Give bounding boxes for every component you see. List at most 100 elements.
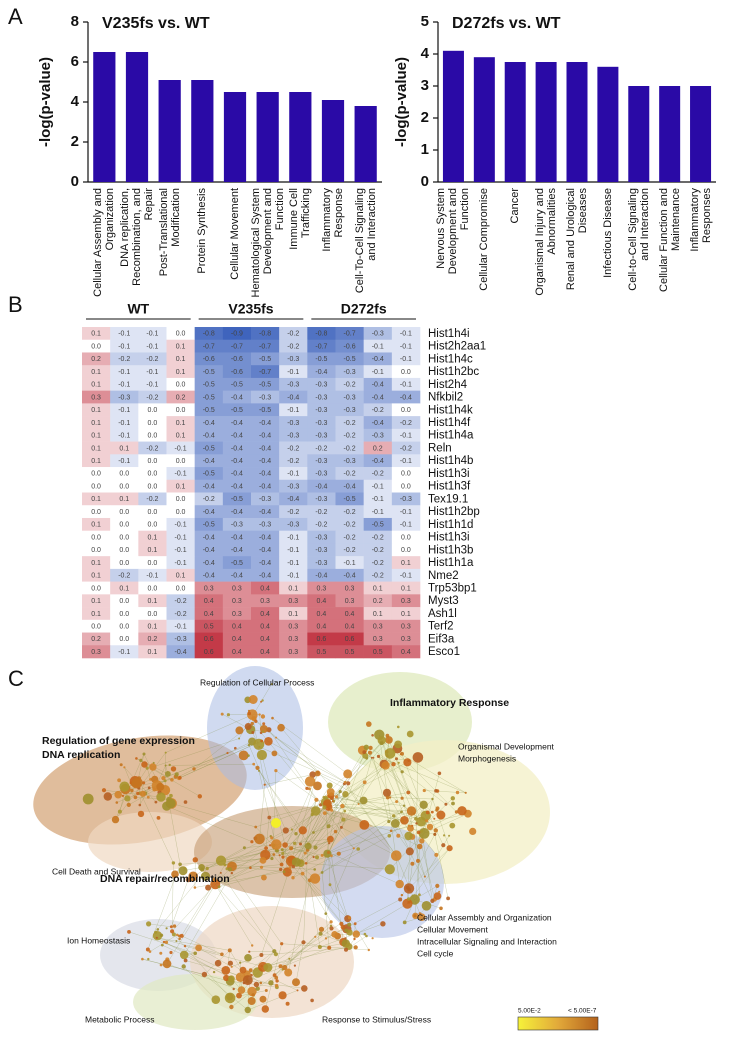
heatmap-cell: [166, 467, 195, 481]
cell-label: -0.4: [203, 560, 215, 567]
heatmap-cell: [82, 416, 111, 430]
network-node: [260, 714, 266, 719]
network-node: [315, 855, 319, 860]
heatmap-cell: [279, 377, 308, 391]
heatmap-cell: [391, 454, 421, 468]
bar: [158, 80, 181, 182]
heatmap-cell: [110, 632, 139, 646]
network-node: [356, 847, 361, 851]
cell-label: -0.4: [175, 649, 187, 656]
heatmap-cell: [251, 505, 280, 519]
cell-label: 0.3: [373, 624, 383, 631]
network-label: DNA repair/recombination: [100, 873, 230, 885]
network-node: [279, 867, 283, 872]
network-node: [230, 965, 233, 968]
row-label: Hist1h4k: [428, 404, 473, 416]
cell-label: -0.1: [400, 331, 412, 338]
cell-label: 0.3: [401, 598, 411, 605]
cell-label: -0.2: [344, 509, 356, 516]
bar: [289, 92, 312, 182]
cluster-region: [320, 826, 444, 938]
heatmap-cell: [222, 441, 252, 455]
heatmap-cell: [194, 479, 224, 493]
heatmap-cell: [138, 377, 167, 391]
network-node: [181, 964, 186, 969]
bar: [125, 52, 149, 182]
cell-label: 0.0: [119, 611, 129, 618]
cell-label: 0.1: [91, 407, 101, 414]
heatmap-cell: [307, 454, 336, 468]
cell-label: 0.0: [91, 509, 101, 516]
heatmap-cell: [363, 619, 393, 633]
heatmap-cell: [391, 543, 421, 557]
cell-label: -0.2: [146, 394, 158, 401]
cell-label: -0.4: [372, 356, 384, 363]
cell-label: -0.4: [259, 483, 271, 490]
cell-label: -0.2: [344, 445, 356, 452]
network-node: [139, 790, 146, 797]
heatmap-cell: [110, 568, 139, 582]
cluster-region: [207, 666, 303, 790]
row-label: Hist1h1d: [428, 519, 473, 531]
cell-label: 0.4: [260, 649, 270, 656]
heatmap-cell: [138, 543, 167, 557]
cell-label: -0.4: [231, 445, 243, 452]
network-node: [300, 871, 305, 876]
network-node: [270, 683, 273, 686]
network-node: [254, 833, 265, 845]
cell-label: 0.1: [148, 624, 158, 631]
network-node: [344, 928, 349, 933]
heatmap-cell: [138, 467, 167, 481]
cell-label: -0.7: [231, 343, 243, 350]
heatmap-cell: [335, 479, 364, 493]
heatmap-cell: [307, 632, 336, 646]
cell-label: -0.2: [372, 471, 384, 478]
network-node: [416, 858, 420, 863]
cell-label: -0.3: [344, 458, 356, 465]
heatmap-cell: [307, 428, 336, 442]
cell-label: 0.0: [401, 407, 411, 414]
network-node: [379, 741, 384, 746]
network-node: [259, 725, 268, 733]
network-node: [433, 832, 437, 836]
network-node: [156, 816, 161, 820]
network-node: [272, 853, 276, 856]
network-node: [119, 781, 130, 792]
network-labels: Regulation of Cellular Process Inflammat…: [42, 677, 557, 1024]
network-node: [282, 870, 286, 874]
cell-label: -0.4: [259, 547, 271, 554]
cell-label: -0.2: [118, 573, 130, 580]
network-node: [301, 940, 306, 945]
network-label: DNA replication: [42, 749, 120, 761]
network-node: [251, 731, 255, 734]
network-node: [391, 762, 396, 767]
cell-label: -0.4: [372, 458, 384, 465]
cell-label: -0.4: [231, 471, 243, 478]
cell-label: -0.1: [372, 496, 384, 503]
cell-label: -0.8: [259, 331, 271, 338]
cell-label: -0.3: [344, 394, 356, 401]
network-node: [219, 871, 222, 874]
cell-label: -0.5: [259, 407, 271, 414]
network-node: [398, 897, 403, 902]
bar: [659, 86, 681, 182]
network-node: [292, 978, 300, 987]
heatmap-cell: [307, 530, 336, 544]
network-node: [328, 883, 332, 887]
bar: [321, 100, 345, 182]
network-node: [124, 795, 131, 802]
heatmap-cell: [335, 454, 364, 468]
heatmap-cell: [307, 377, 336, 391]
cell-label: -0.1: [118, 458, 130, 465]
cell-label: 0.0: [119, 534, 129, 541]
network-node: [279, 862, 284, 867]
heatmap-cell: [251, 403, 280, 417]
network-node: [363, 744, 369, 750]
cell-label: -0.3: [287, 382, 299, 389]
cell-label: -0.4: [259, 458, 271, 465]
cell-label: -0.2: [344, 471, 356, 478]
network-node: [252, 762, 256, 766]
cell-label: 0.0: [401, 547, 411, 554]
heatmap-cell: [222, 365, 252, 379]
network-node: [400, 893, 404, 897]
